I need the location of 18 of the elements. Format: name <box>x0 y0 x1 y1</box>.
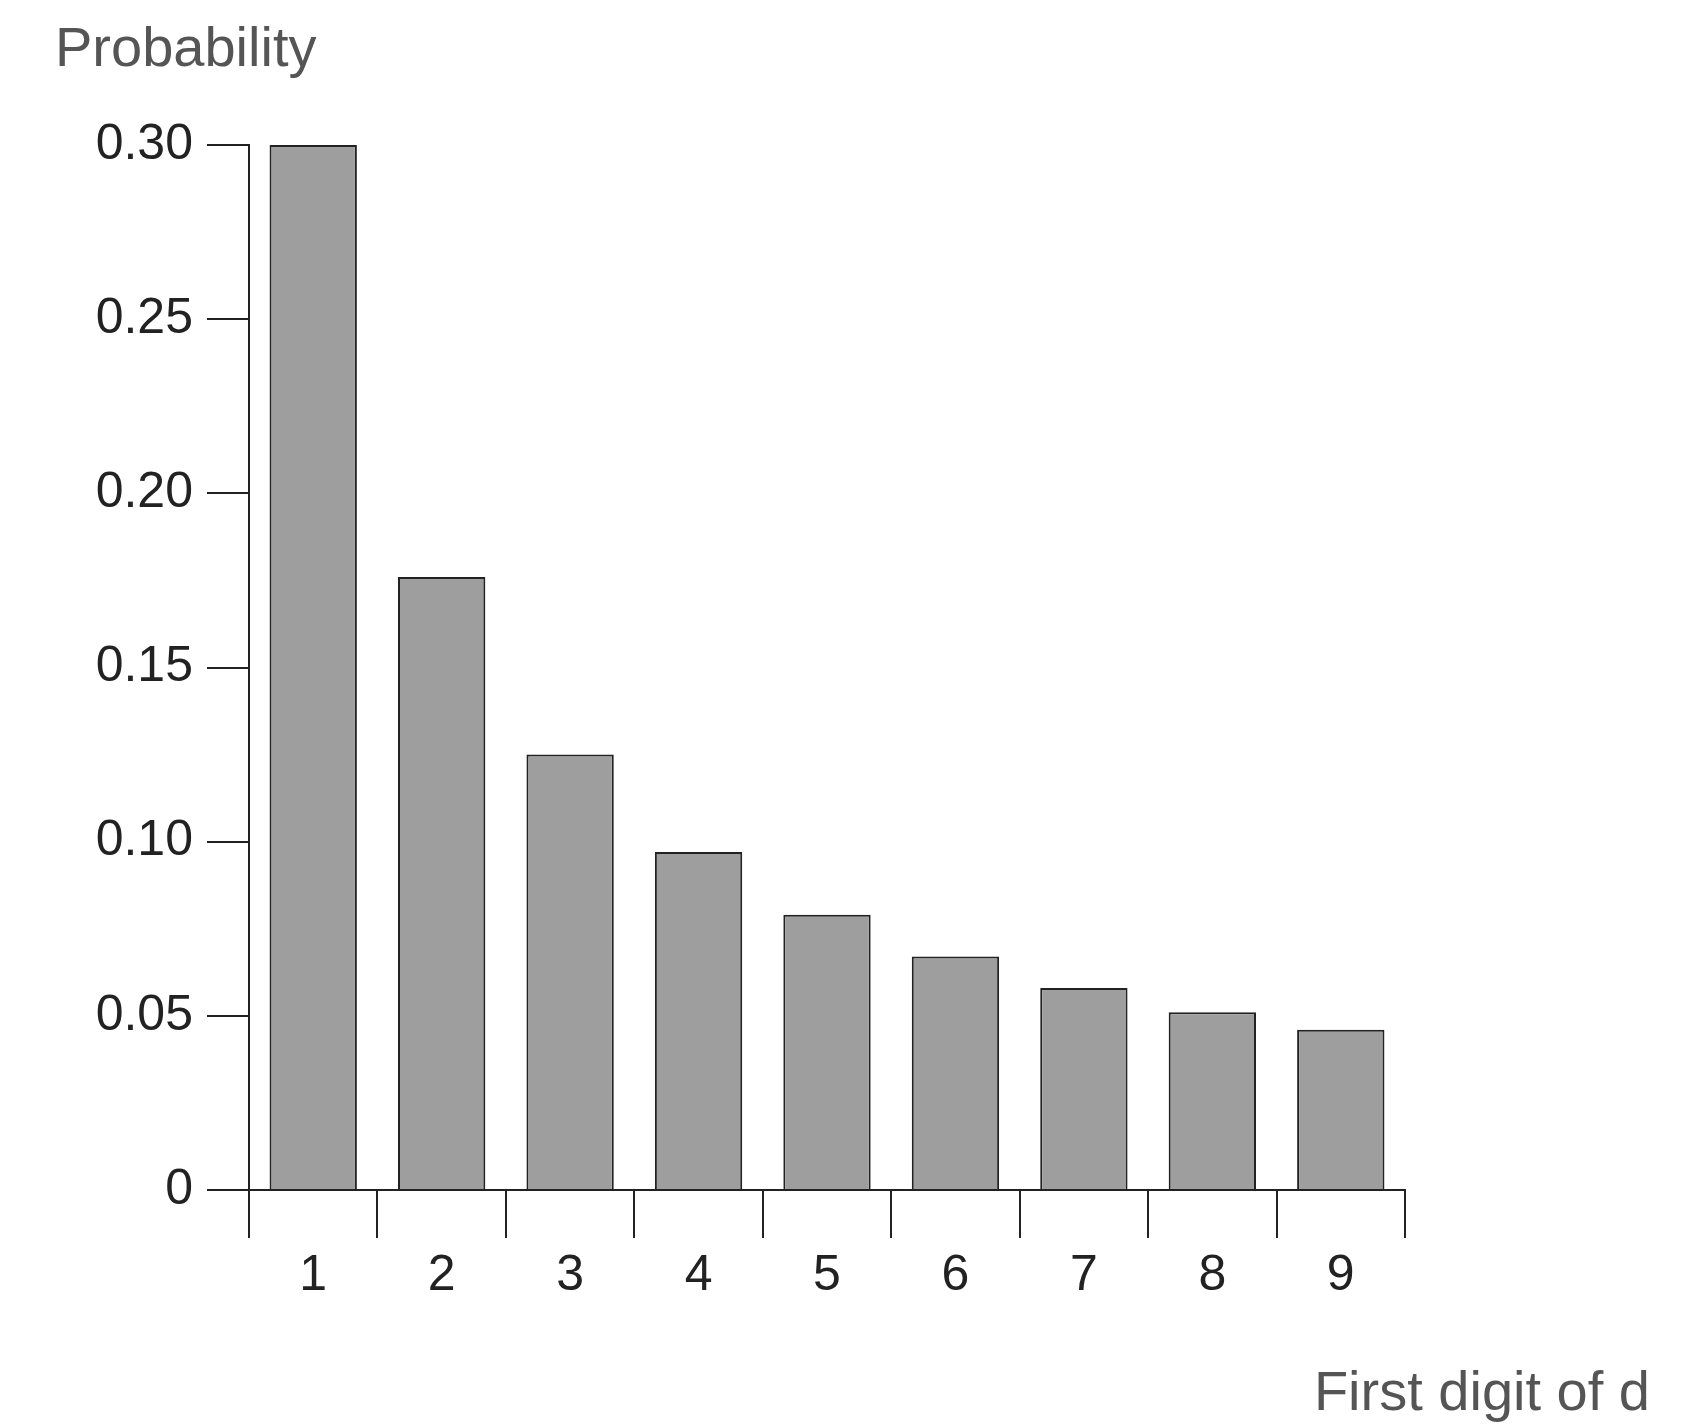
x-tick-label: 2 <box>427 1244 456 1301</box>
x-tick-label: 4 <box>684 1244 713 1301</box>
x-tick-label: 8 <box>1198 1244 1227 1301</box>
x-tick-label: 7 <box>1069 1244 1098 1301</box>
x-axis-title: First digit of d <box>1313 1358 1650 1423</box>
y-tick-label: 0.25 <box>95 287 193 344</box>
y-tick-label: 0.30 <box>95 113 193 170</box>
x-tick-label: 6 <box>941 1244 970 1301</box>
y-tick-label: 0.10 <box>95 810 193 867</box>
x-tick-label: 9 <box>1326 1244 1355 1301</box>
x-tick-label: 1 <box>299 1244 328 1301</box>
y-tick-label: 0.20 <box>95 462 193 519</box>
y-tick-label: 0.05 <box>95 984 193 1041</box>
y-tick-label: 0 <box>165 1158 193 1215</box>
x-tick-label: 3 <box>556 1244 585 1301</box>
y-axis-title: Probability <box>55 14 317 79</box>
x-tick-label: 5 <box>813 1244 841 1301</box>
y-tick-label: 0.15 <box>95 636 193 693</box>
